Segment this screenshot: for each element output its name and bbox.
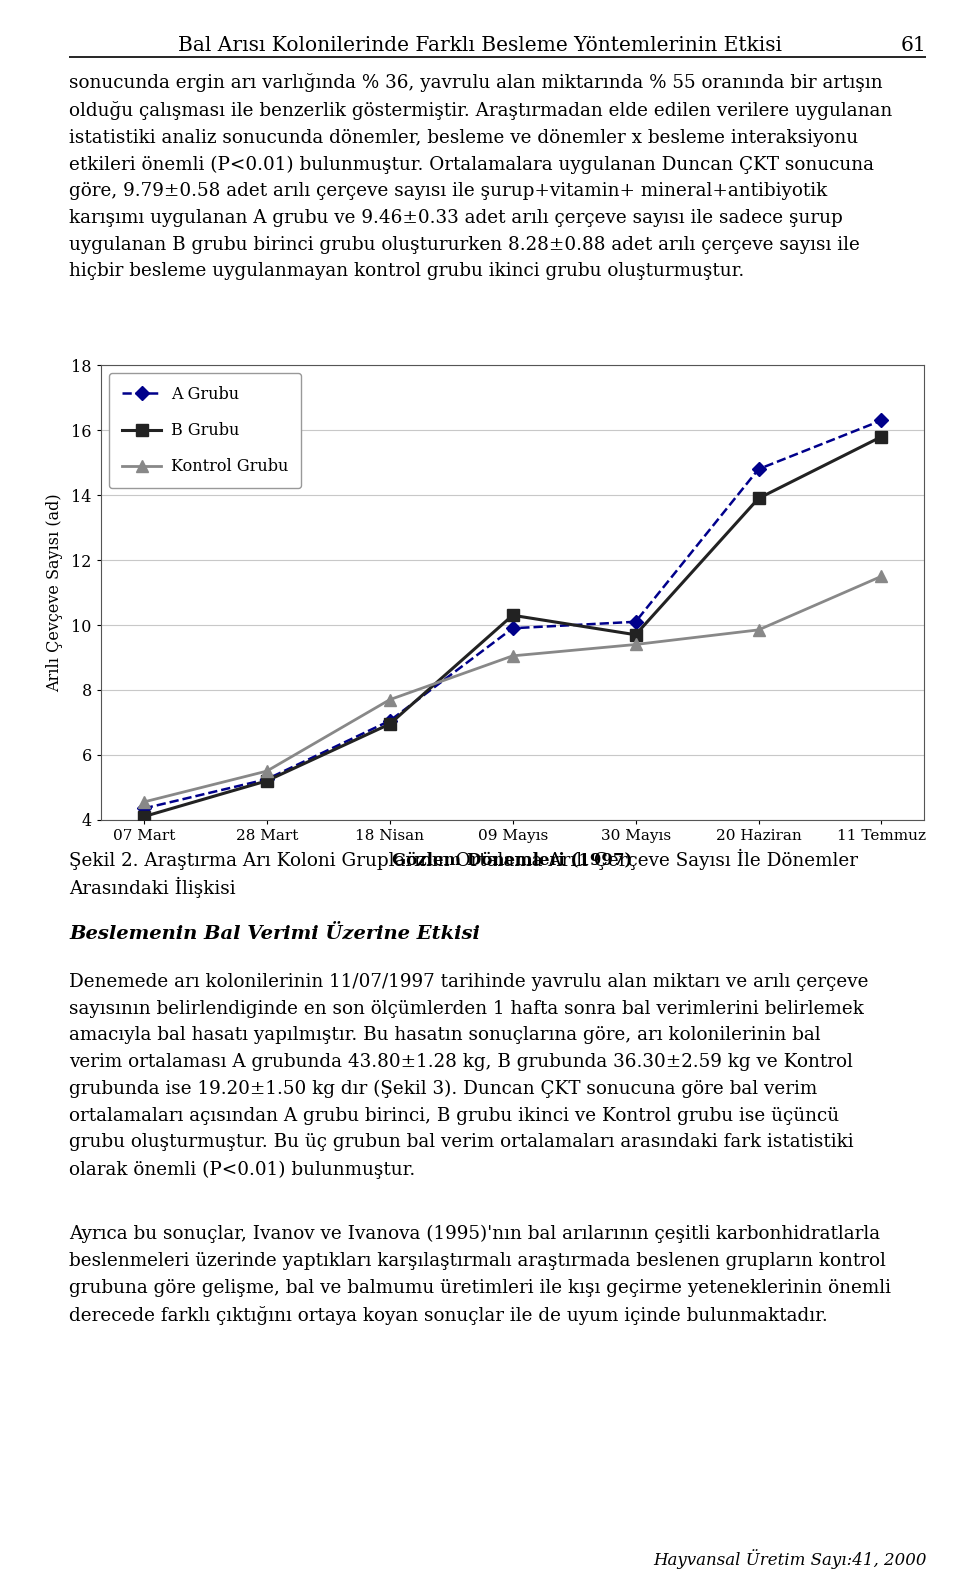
A Grubu [261,770,273,790]
Kontrol Grubu [753,620,764,640]
Line: A Grubu: A Grubu [138,415,887,813]
A Grubu [630,612,641,632]
Kontrol Grubu [876,566,887,585]
Y-axis label: Arılı Çevçeve Sayısı (ad): Arılı Çevçeve Sayısı (ad) [46,493,63,692]
A Grubu [507,619,518,638]
X-axis label: Gözlem Dönemleri (1997): Gözlem Dönemleri (1997) [393,852,633,868]
Kontrol Grubu [507,646,518,665]
Text: sonucunda ergin arı varlığında % 36, yavrulu alan miktarında % 55 oranında bir a: sonucunda ergin arı varlığında % 36, yav… [69,72,893,281]
Text: 61: 61 [900,35,926,54]
Kontrol Grubu [261,761,273,780]
Text: Şekil 2. Araştırma Arı Koloni Gruplarının Ortalama Arılı Çerçeve Sayısı İle Döne: Şekil 2. Araştırma Arı Koloni Gruplarını… [69,849,858,869]
A Grubu [753,459,764,478]
Kontrol Grubu [384,691,396,710]
Text: Arasındaki İlişkisi: Arasındaki İlişkisi [69,877,236,898]
B Grubu [630,625,641,644]
Text: Hayvansal Üretim Sayı:41, 2000: Hayvansal Üretim Sayı:41, 2000 [653,1550,926,1569]
Kontrol Grubu [138,793,150,812]
Line: Kontrol Grubu: Kontrol Grubu [138,571,887,809]
A Grubu [138,799,150,818]
Kontrol Grubu [630,635,641,654]
A Grubu [876,412,887,431]
A Grubu [384,711,396,731]
Line: B Grubu: B Grubu [138,431,887,821]
B Grubu [876,427,887,447]
Text: Bal Arısı Kolonilerinde Farklı Besleme Yöntemlerinin Etkisi: Bal Arısı Kolonilerinde Farklı Besleme Y… [178,35,782,54]
Legend: A Grubu, B Grubu, Kontrol Grubu: A Grubu, B Grubu, Kontrol Grubu [108,373,301,488]
B Grubu [384,715,396,734]
B Grubu [261,772,273,791]
B Grubu [753,488,764,507]
Text: Denemede arı kolonilerinin 11/07/1997 tarihinde yavrulu alan miktarı ve arılı çe: Denemede arı kolonilerinin 11/07/1997 ta… [69,973,869,1179]
B Grubu [507,606,518,625]
Text: Ayrıca bu sonuçlar, Ivanov ve Ivanova (1995)'nın bal arılarının çeşitli karbonhi: Ayrıca bu sonuçlar, Ivanov ve Ivanova (1… [69,1225,891,1325]
Text: Beslemenin Bal Verimi Üzerine Etkisi: Beslemenin Bal Verimi Üzerine Etkisi [69,925,480,943]
B Grubu [138,807,150,826]
